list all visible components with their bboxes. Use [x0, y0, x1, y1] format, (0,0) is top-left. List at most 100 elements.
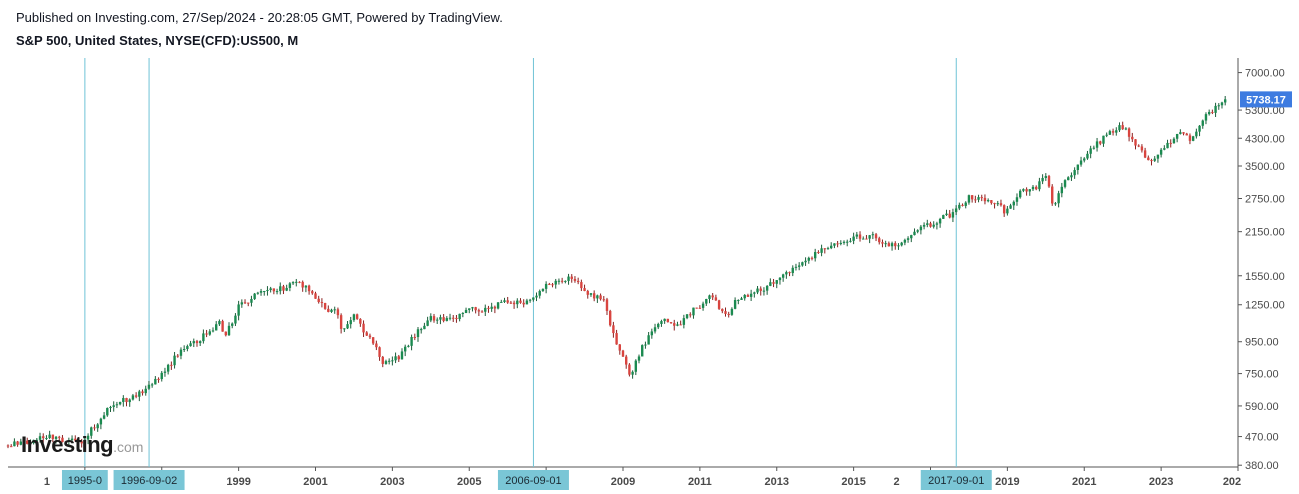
candle-body [788, 272, 791, 274]
candle-body [1051, 186, 1054, 204]
candle-body [1025, 189, 1028, 192]
candle-body [884, 243, 887, 245]
candle-body [528, 299, 532, 301]
last-price-label: 5738.17 [1246, 94, 1286, 106]
candle-body [839, 242, 843, 244]
candle-body [432, 316, 436, 321]
candle-body [26, 440, 29, 444]
candle-body [368, 335, 372, 338]
candle-body [6, 445, 10, 447]
candle-body [122, 398, 125, 402]
candle-body [1028, 189, 1031, 192]
candle-body [996, 203, 999, 205]
y-tick-label: 750.00 [1245, 369, 1279, 381]
candle-body [1150, 160, 1153, 162]
candle-body [323, 302, 327, 309]
candle-body [128, 399, 131, 403]
candle-body [176, 355, 179, 357]
candle-body [461, 312, 465, 314]
candle-body [692, 307, 695, 316]
highlight-date-box [113, 470, 185, 490]
candle-body [339, 315, 343, 329]
candle-body [1022, 189, 1025, 191]
candle-body [522, 302, 525, 305]
x-tick-label: 2 [893, 476, 899, 488]
candle-body [298, 281, 301, 283]
candle-body [160, 372, 163, 380]
candle-body [282, 286, 285, 291]
candle-body [926, 223, 929, 225]
candle-body [551, 284, 554, 286]
candle-body [1083, 158, 1086, 161]
candle-body [61, 437, 64, 443]
candle-body [1201, 120, 1204, 126]
candle-body [727, 313, 730, 315]
candle-body [980, 197, 983, 199]
candle-body [599, 295, 602, 300]
candle-body [74, 438, 77, 441]
candle-body [77, 440, 80, 442]
x-tick-label: 2013 [765, 476, 789, 488]
candle-body [756, 288, 759, 293]
candle-body [817, 252, 820, 254]
candle-body [644, 344, 647, 346]
candle-body [375, 343, 378, 348]
candle-body [1102, 135, 1105, 144]
candle-body [772, 282, 775, 284]
candle-body [881, 242, 884, 244]
candle-body [548, 283, 551, 285]
candle-body [163, 371, 167, 373]
candle-body [423, 325, 426, 330]
candle-body [1099, 141, 1102, 144]
candle-body [141, 391, 144, 394]
candle-body [705, 299, 708, 304]
candle-body [810, 257, 814, 259]
x-tick-label: 2009 [611, 476, 635, 488]
candle-body [842, 241, 846, 243]
candle-body [496, 302, 500, 309]
candle-body [314, 293, 317, 299]
candle-body [983, 197, 987, 202]
candle-body [592, 293, 596, 299]
candle-body [785, 272, 788, 275]
candle-body [157, 378, 160, 380]
candle-body [855, 234, 859, 237]
candle-body [541, 288, 545, 291]
candle-body [717, 300, 721, 309]
x-tick-label: 2005 [457, 476, 481, 488]
candle-body [1166, 142, 1169, 149]
candle-body [673, 323, 676, 326]
candle-body [1198, 125, 1201, 132]
candle-body [1089, 148, 1092, 154]
candle-body [189, 343, 192, 347]
y-tick-label: 590.00 [1245, 401, 1279, 413]
candle-body [862, 238, 865, 240]
candle-body [820, 248, 823, 253]
candle-body [1214, 105, 1217, 113]
candle-body [765, 285, 769, 291]
candle-body [279, 286, 282, 292]
candle-body [740, 298, 743, 300]
candle-body [849, 240, 852, 242]
candle-body [403, 346, 407, 352]
candle-body [1006, 208, 1009, 214]
candle-body [90, 427, 93, 436]
candle-body [1012, 201, 1015, 206]
candle-body [231, 323, 234, 326]
candle-body [894, 243, 897, 247]
candle-body [1054, 203, 1057, 205]
candle-body [1111, 131, 1115, 133]
candle-body [115, 404, 119, 406]
candle-body [327, 308, 330, 312]
candle-body [1182, 132, 1185, 134]
candle-body [759, 288, 762, 291]
highlight-date-label: 2006-09-01 [505, 475, 561, 487]
candle-body [733, 299, 737, 309]
candle-body [288, 283, 292, 288]
candle-body [365, 332, 368, 336]
logo-word: Investing [21, 432, 114, 457]
candle-body [913, 231, 916, 236]
price-axis: 7000.00 5300.00 4300.00 3500.00 2750.00 2150.… [1238, 68, 1285, 472]
candle-body [970, 195, 974, 200]
